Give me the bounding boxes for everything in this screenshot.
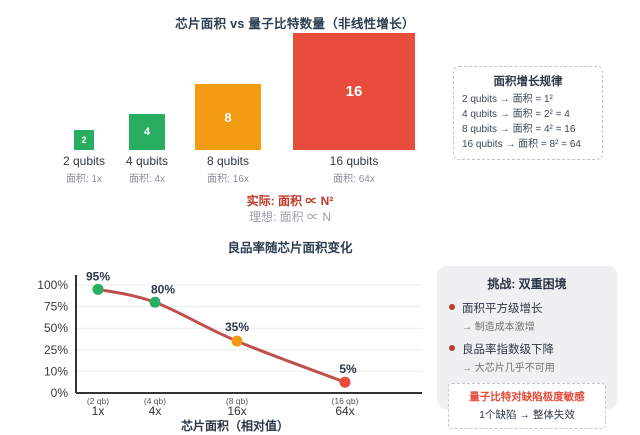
area-label: 面积: 4x	[128, 174, 166, 185]
data-point-label: 95%	[86, 269, 110, 283]
yield-curve	[96, 287, 347, 384]
y-axis-tick-label: 10%	[44, 364, 68, 378]
data-point	[149, 296, 161, 308]
chip-square-2: 2	[74, 130, 94, 150]
square-group-16qubits: 16 16 qubits 面积: 64x	[293, 33, 415, 185]
x-axis-tick-label: 4x	[149, 404, 162, 418]
area-label: 面积: 1x	[65, 174, 103, 185]
challenge-bullet-area: 面积平方级增长 → 制造成本激增	[448, 300, 606, 333]
data-point-label: 80%	[151, 282, 175, 296]
challenge-panel: 挑战: 双重困境 面积平方级增长 → 制造成本激增 良品率指数级下降 → 大芯片…	[437, 266, 617, 429]
rule-line: 2 qubits → 面积 = 1²	[462, 94, 553, 105]
bullet-dot-icon	[449, 345, 455, 351]
qubits-label: 4 qubits	[125, 154, 169, 168]
rule-line: 16 qubits → 面积 = 8² = 64	[462, 139, 581, 150]
defect-warning-box: 量子比特对缺陷极度敏感 1个缺陷 → 整体失效	[448, 383, 606, 429]
y-axis-tick-label: 100%	[37, 278, 68, 292]
formula-actual: 实际: 面积 ∝ N²	[246, 194, 334, 208]
x-axis-tick-label: 16x	[227, 404, 246, 418]
bullet-dot-icon	[449, 304, 455, 310]
x-axis-tick-sublabel: (8 qb)	[226, 396, 248, 406]
qubits-label: 16 qubits	[329, 154, 379, 168]
chip-square-16: 16	[293, 33, 415, 150]
area-growth-rule-panel: 面积增长规律 2 qubits → 面积 = 1² 4 qubits → 面积 …	[453, 66, 603, 160]
challenge-bullet-yield: 良品率指数级下降 → 大芯片几乎不可用	[448, 341, 606, 374]
x-axis-tick-sublabel: (4 qb)	[144, 396, 166, 406]
chip-square-2-value: 2	[81, 135, 87, 145]
rule-line: 8 qubits → 面积 = 4² = 16	[462, 124, 576, 135]
bullet-sub: → 制造成本激增	[462, 322, 535, 333]
data-point	[92, 283, 104, 295]
qubits-label: 2 qubits	[62, 154, 106, 168]
square-group-2qubits: 2 2 qubits 面积: 1x	[24, 33, 144, 185]
page-title: 芯片面积 vs 量子比特数量（非线性增长）	[175, 17, 415, 31]
rule-panel-title: 面积增长规律	[493, 76, 563, 88]
chip-square-16-value: 16	[345, 83, 363, 100]
warning-detail: 1个缺陷 → 整体失效	[479, 409, 575, 421]
challenge-panel-title: 挑战: 双重困境	[487, 277, 567, 291]
data-point-label: 5%	[339, 362, 357, 376]
y-axis-tick-label: 25%	[44, 343, 68, 357]
square-group-4qubits: 4 4 qubits 面积: 4x	[87, 33, 207, 185]
x-axis-tick-label: 1x	[92, 404, 105, 418]
bullet-main: 面积平方级增长	[462, 303, 543, 315]
data-point	[339, 376, 351, 388]
chip-square-4-value: 4	[143, 126, 151, 138]
warning-headline: 量子比特对缺陷极度敏感	[469, 391, 585, 403]
yield-line-chart: 100% 75% 50% 25% 10% 0% 95% (2 qb)1x 80% (4 qb)4x…	[37, 269, 422, 433]
y-axis-tick-label: 50%	[44, 321, 68, 335]
yield-chart-title: 良品率随芯片面积变化	[227, 241, 353, 255]
chip-square-8-value: 8	[224, 109, 232, 125]
bullet-main: 良品率指数级下降	[462, 344, 554, 356]
bullet-sub: → 大芯片几乎不可用	[462, 363, 555, 374]
chip-square-4: 4	[129, 114, 165, 150]
y-axis-tick-label: 75%	[44, 300, 68, 314]
data-point	[231, 335, 243, 347]
data-point-label: 35%	[225, 320, 249, 334]
formula-ideal: 理想: 面积 ∝ N	[248, 210, 331, 224]
y-axis-tick-label: 0%	[51, 386, 69, 400]
rule-line: 4 qubits → 面积 = 2² = 4	[462, 109, 570, 120]
qubits-label: 8 qubits	[206, 154, 250, 168]
x-axis-tick-sublabel: (2 qb)	[87, 396, 109, 406]
area-label: 面积: 64x	[333, 174, 375, 185]
area-label: 面积: 16x	[207, 174, 249, 185]
chip-square-8: 8	[195, 84, 261, 150]
square-group-8qubits: 8 8 qubits 面积: 16x	[168, 33, 288, 185]
x-axis-title: 芯片面积（相对值）	[181, 418, 289, 433]
x-axis-tick-sublabel: (16 qb)	[332, 396, 359, 406]
x-axis-tick-label: 64x	[335, 404, 354, 418]
